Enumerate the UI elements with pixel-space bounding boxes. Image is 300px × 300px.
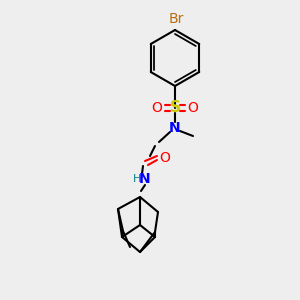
Text: H: H [133, 174, 141, 184]
Text: O: O [152, 101, 162, 115]
Text: S: S [169, 100, 181, 116]
Text: O: O [188, 101, 198, 115]
Text: O: O [160, 151, 170, 165]
Text: Br: Br [168, 12, 184, 26]
Text: N: N [169, 121, 181, 135]
Text: N: N [139, 172, 151, 186]
